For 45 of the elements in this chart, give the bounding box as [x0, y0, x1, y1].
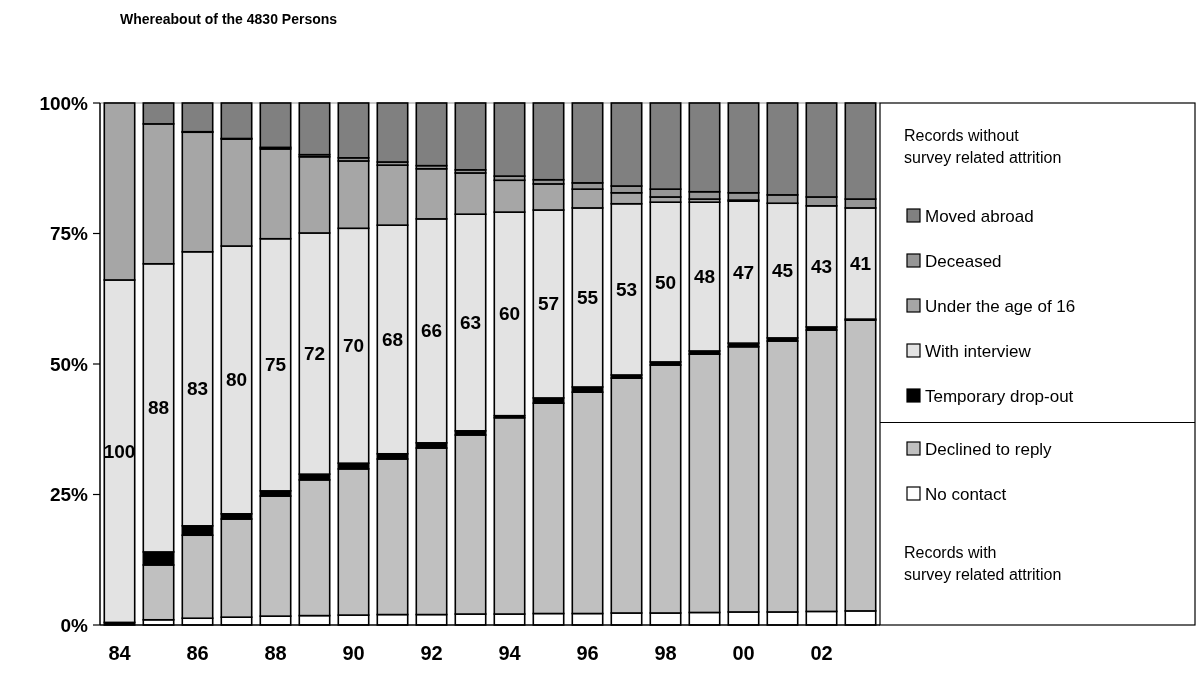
- annotation: 80: [225, 369, 248, 391]
- y-tick-label: 50%: [49, 353, 89, 375]
- annotation: 57: [537, 293, 560, 315]
- x-tick-label: 96: [576, 642, 599, 664]
- y-tick-label: 0%: [60, 614, 89, 636]
- annotation: 48: [693, 266, 716, 288]
- x-tick-label: 84: [108, 642, 132, 664]
- annotation: 68: [381, 328, 404, 350]
- annotation: 53: [615, 278, 638, 300]
- chart-title: Whereabout of the 4830 Persons: [120, 11, 338, 27]
- annotation: 41: [849, 253, 872, 275]
- legend-label: Temporary drop-out: [925, 386, 1074, 406]
- legend-label: No contact: [925, 484, 1007, 504]
- x-tick-label: 88: [264, 642, 287, 664]
- y-tick-label: 75%: [49, 223, 89, 244]
- x-tick-label: 02: [810, 642, 833, 664]
- annotation: 72: [303, 343, 326, 365]
- annotation: 45: [771, 260, 794, 282]
- legend-label: Moved abroad: [925, 206, 1034, 226]
- annotation: 66: [420, 320, 443, 342]
- annotation: 43: [810, 255, 833, 277]
- annotation: 63: [459, 312, 482, 333]
- annotation: 70: [342, 335, 365, 357]
- x-tick-label: 86: [186, 642, 209, 664]
- legend-label: Under the age of 16: [925, 296, 1076, 316]
- x-tick-label: 00: [732, 642, 755, 664]
- legend-label: With interview: [925, 341, 1032, 361]
- annotation: 100: [103, 440, 136, 462]
- annotation: 50: [654, 271, 677, 293]
- annotation: 47: [732, 261, 755, 283]
- y-tick-label: 100%: [39, 92, 89, 114]
- x-tick-label: 98: [654, 642, 677, 664]
- x-tick-label: 94: [498, 642, 522, 664]
- annotation: 55: [576, 286, 599, 308]
- y-tick-label: 25%: [49, 484, 89, 505]
- annotation: 88: [147, 397, 170, 419]
- text: Records with survey related attrition: [904, 544, 1062, 583]
- legend-label: Deceased: [925, 251, 1002, 271]
- annotation: 83: [186, 378, 209, 400]
- text: Records without survey related attrition: [904, 127, 1062, 166]
- annotation: 60: [498, 303, 521, 325]
- x-tick-label: 90: [342, 642, 365, 664]
- x-tick-label: 92: [420, 642, 443, 664]
- legend-label: Declined to reply: [925, 439, 1053, 459]
- annotation: 75: [264, 354, 287, 376]
